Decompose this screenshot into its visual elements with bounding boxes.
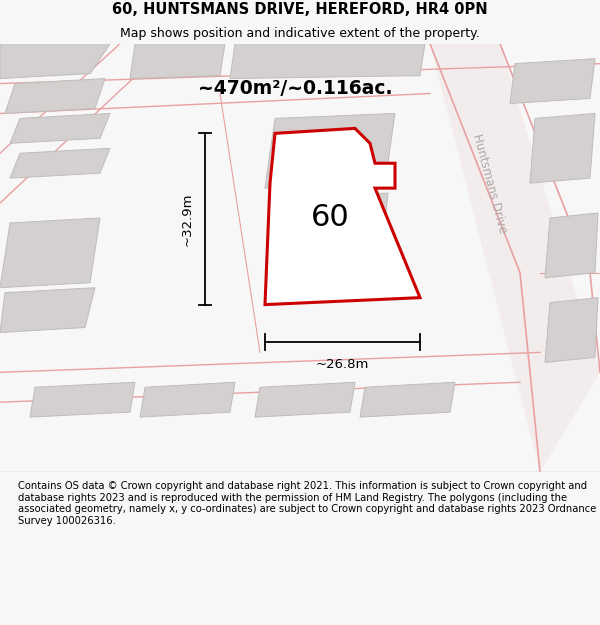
Polygon shape bbox=[0, 288, 95, 332]
Polygon shape bbox=[265, 128, 420, 304]
Polygon shape bbox=[30, 382, 135, 417]
Polygon shape bbox=[545, 298, 598, 362]
Polygon shape bbox=[5, 79, 105, 114]
Text: Huntsmans Drive: Huntsmans Drive bbox=[470, 132, 509, 234]
Text: 60: 60 bbox=[311, 204, 349, 232]
Polygon shape bbox=[360, 382, 455, 417]
Polygon shape bbox=[140, 382, 235, 417]
Polygon shape bbox=[10, 148, 110, 178]
Polygon shape bbox=[0, 44, 110, 79]
Text: ~470m²/~0.116ac.: ~470m²/~0.116ac. bbox=[198, 79, 392, 98]
Polygon shape bbox=[265, 114, 395, 188]
Polygon shape bbox=[530, 114, 595, 183]
Text: 60, HUNTSMANS DRIVE, HEREFORD, HR4 0PN: 60, HUNTSMANS DRIVE, HEREFORD, HR4 0PN bbox=[112, 2, 488, 18]
Text: ~26.8m: ~26.8m bbox=[316, 358, 369, 371]
Polygon shape bbox=[255, 382, 355, 417]
Polygon shape bbox=[0, 218, 100, 288]
Polygon shape bbox=[430, 44, 600, 472]
Polygon shape bbox=[265, 193, 388, 272]
Text: ~32.9m: ~32.9m bbox=[181, 192, 193, 246]
Polygon shape bbox=[230, 44, 425, 79]
Polygon shape bbox=[510, 59, 595, 104]
Polygon shape bbox=[545, 213, 598, 278]
Polygon shape bbox=[10, 114, 110, 143]
Text: Map shows position and indicative extent of the property.: Map shows position and indicative extent… bbox=[120, 27, 480, 40]
Text: Contains OS data © Crown copyright and database right 2021. This information is : Contains OS data © Crown copyright and d… bbox=[18, 481, 596, 526]
Polygon shape bbox=[130, 44, 225, 79]
